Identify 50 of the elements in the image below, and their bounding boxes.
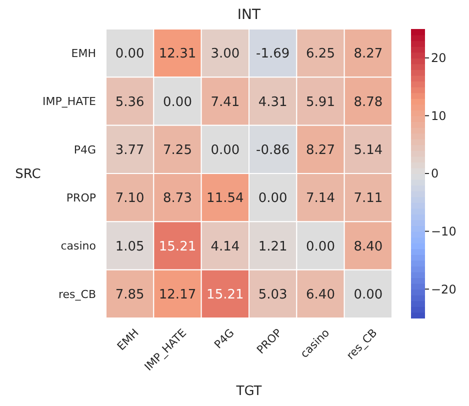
data-label: 0.00 xyxy=(163,94,192,110)
data-label: 1.21 xyxy=(258,239,288,254)
data-label: 5.91 xyxy=(306,94,335,110)
data-label: 5.03 xyxy=(258,287,288,302)
data-label: 8.73 xyxy=(163,191,192,206)
data-label: 7.14 xyxy=(306,191,335,206)
data-label: 4.31 xyxy=(258,94,288,110)
data-label: 5.14 xyxy=(354,142,383,158)
data-label: 8.40 xyxy=(354,239,383,254)
color-bar-label: 0 xyxy=(431,166,439,181)
data-label: 3.00 xyxy=(210,46,240,62)
data-label: -1.69 xyxy=(256,46,290,62)
color-bar-label: 10 xyxy=(431,108,446,123)
y-tick-label: IMP_HATE xyxy=(42,95,96,108)
data-label: 8.27 xyxy=(306,142,335,158)
data-label: 1.05 xyxy=(115,239,144,254)
color-bar-label: −10 xyxy=(431,224,456,238)
data-label: 8.27 xyxy=(354,46,383,62)
data-label: 15.21 xyxy=(158,239,196,254)
y-tick-label: res_CB xyxy=(58,288,96,301)
x-axis-title: TGT xyxy=(235,384,262,399)
data-label: 15.21 xyxy=(206,287,244,302)
y-tick-label: PROP xyxy=(66,191,96,204)
data-label: 3.77 xyxy=(115,142,144,158)
data-label: 7.25 xyxy=(163,142,192,158)
data-label: 7.11 xyxy=(354,191,383,206)
data-label: 7.41 xyxy=(210,94,240,110)
y-tick-label: casino xyxy=(60,240,96,253)
data-label: 0.00 xyxy=(354,287,383,302)
y-tick-label: EMH xyxy=(71,46,96,60)
data-label: 6.40 xyxy=(306,287,335,302)
data-label: 7.85 xyxy=(115,287,144,302)
data-label: 12.31 xyxy=(158,46,196,62)
y-tick-label: P4G xyxy=(74,143,96,156)
data-label: 8.78 xyxy=(354,94,383,110)
color-bar-label: −20 xyxy=(431,282,456,296)
data-label: 4.14 xyxy=(210,239,240,254)
data-label: 0.00 xyxy=(258,191,288,206)
data-label: 11.54 xyxy=(206,191,244,206)
y-axis-title: SRC xyxy=(15,167,41,182)
data-label: 0.00 xyxy=(115,46,144,62)
color-bar-label: 20 xyxy=(431,51,446,66)
data-label: 7.10 xyxy=(115,191,144,206)
data-label: 0.00 xyxy=(210,142,240,158)
data-label: 0.00 xyxy=(306,239,335,254)
data-label: 6.25 xyxy=(306,46,335,62)
chart-title: INT xyxy=(237,7,262,23)
data-label: -0.86 xyxy=(256,142,290,158)
data-label: 12.17 xyxy=(158,287,196,302)
data-label: 5.36 xyxy=(115,94,144,110)
